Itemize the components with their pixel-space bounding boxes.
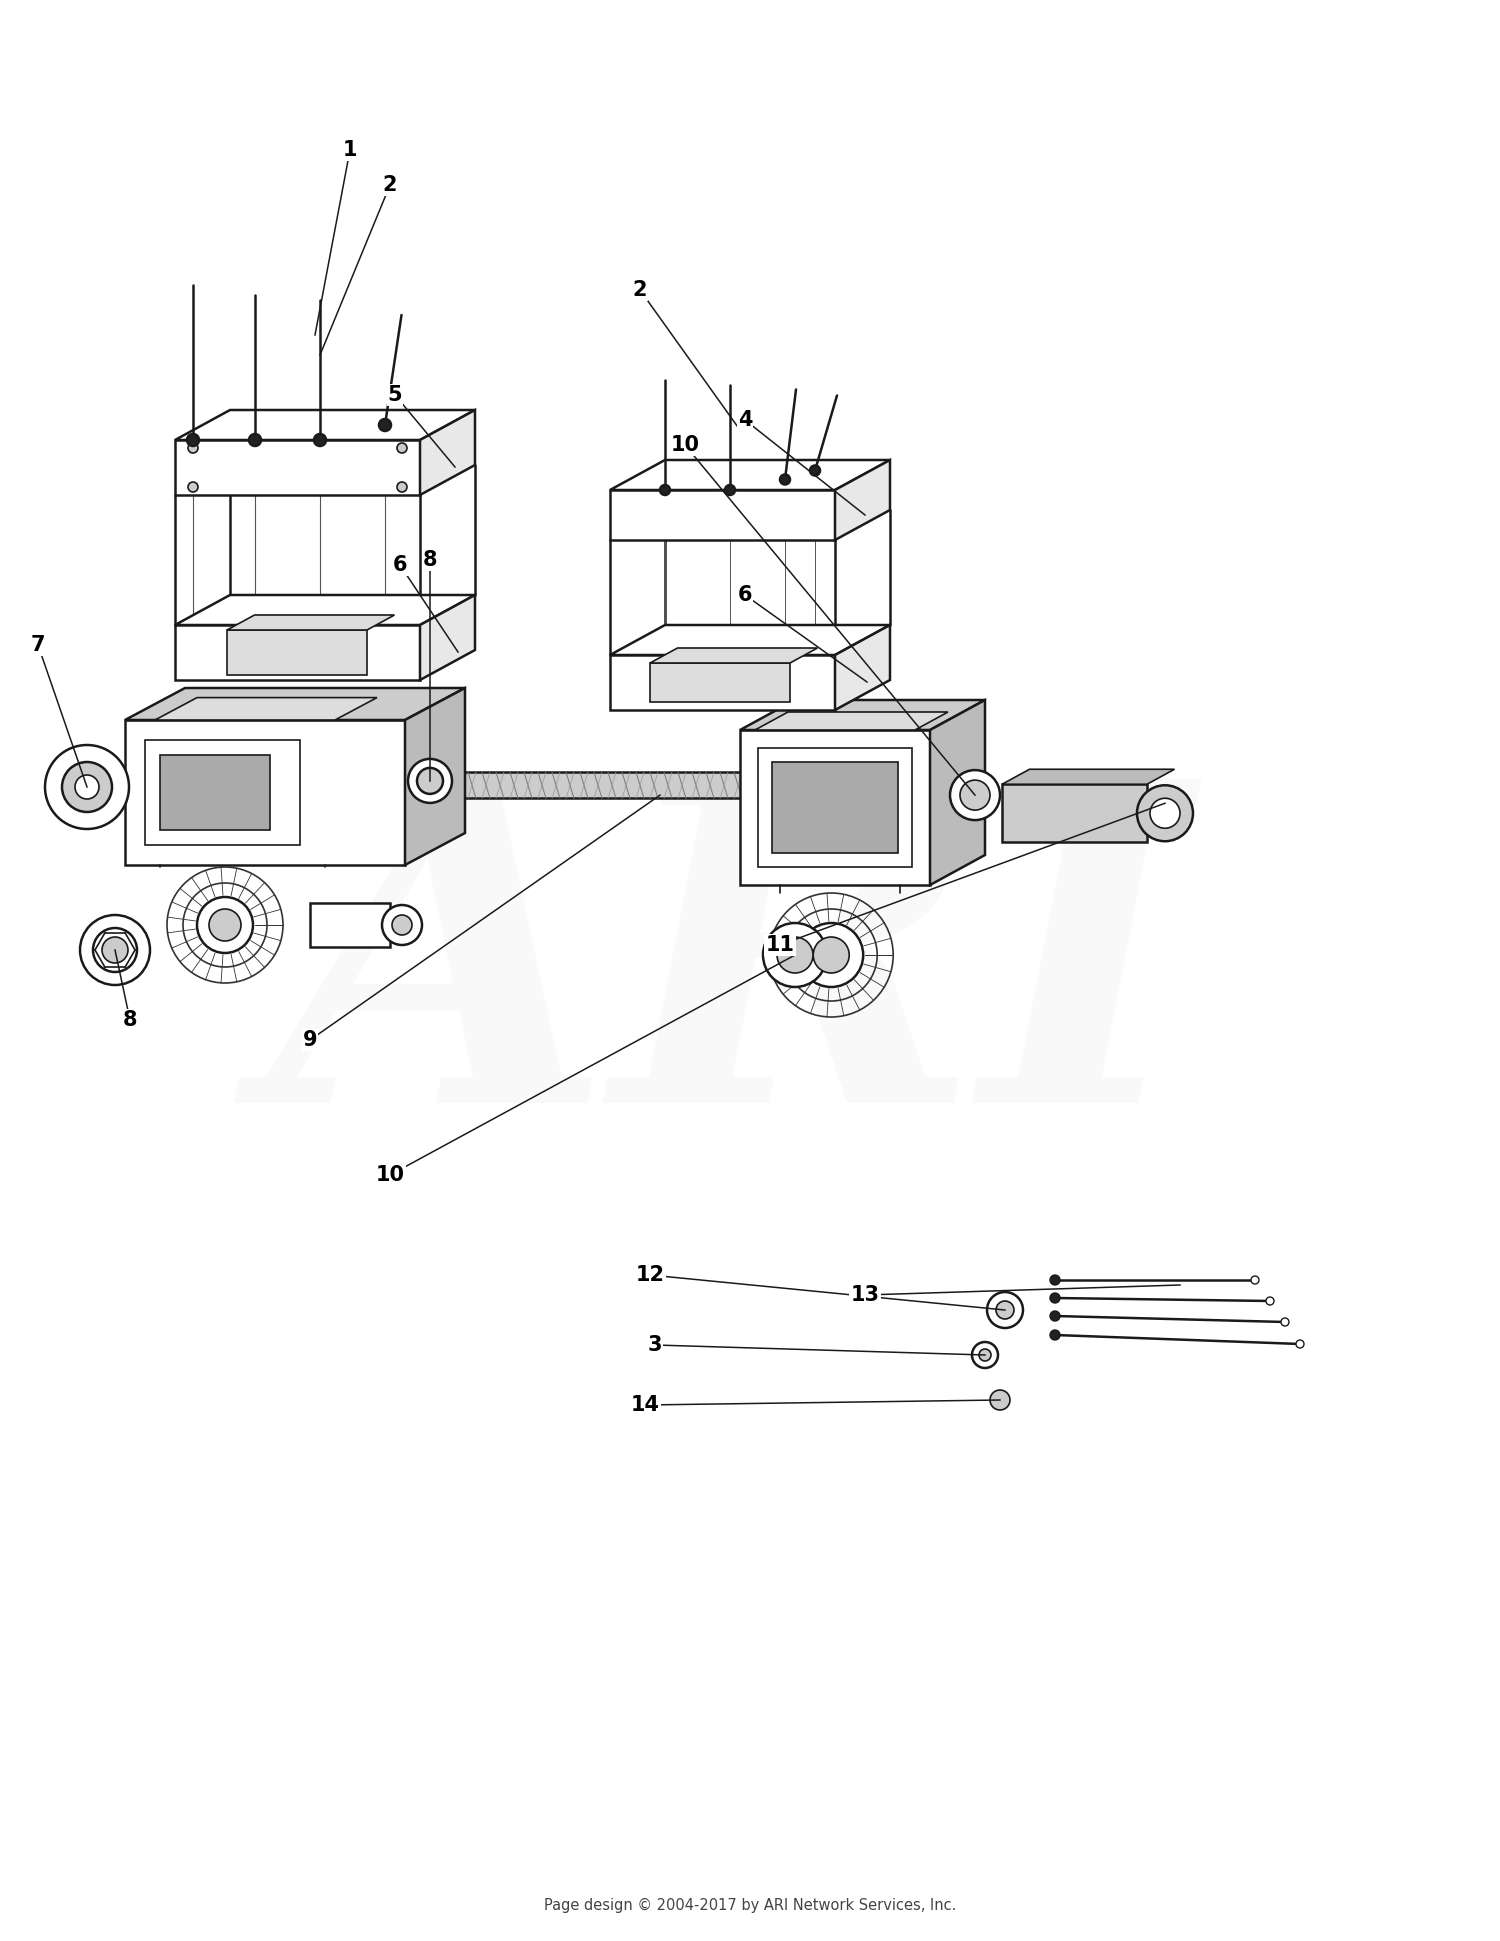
Polygon shape — [124, 720, 405, 866]
Circle shape — [810, 466, 820, 476]
Circle shape — [382, 905, 422, 945]
Polygon shape — [154, 697, 376, 720]
Polygon shape — [610, 460, 890, 489]
Polygon shape — [176, 596, 476, 625]
Bar — [226, 631, 368, 675]
Bar — [650, 664, 790, 703]
Text: 4: 4 — [738, 410, 752, 431]
Bar — [310, 903, 390, 947]
Text: 6: 6 — [738, 584, 752, 606]
Circle shape — [996, 1300, 1014, 1320]
Circle shape — [188, 481, 198, 491]
Text: 13: 13 — [850, 1285, 879, 1304]
Circle shape — [188, 435, 200, 446]
Circle shape — [398, 443, 406, 452]
Text: 8: 8 — [123, 1009, 138, 1031]
Bar — [758, 747, 912, 868]
Circle shape — [1281, 1318, 1288, 1326]
Circle shape — [990, 1390, 1010, 1409]
Circle shape — [188, 443, 198, 452]
Circle shape — [960, 780, 990, 809]
Polygon shape — [124, 687, 465, 720]
Text: 9: 9 — [303, 1031, 318, 1050]
Circle shape — [1266, 1297, 1274, 1304]
Polygon shape — [420, 410, 476, 495]
Circle shape — [777, 938, 813, 972]
Polygon shape — [754, 712, 948, 730]
Polygon shape — [740, 701, 986, 730]
Circle shape — [800, 924, 862, 988]
Polygon shape — [610, 489, 836, 540]
Text: 11: 11 — [765, 936, 795, 955]
Circle shape — [1050, 1293, 1060, 1302]
Text: 2: 2 — [633, 280, 648, 301]
Circle shape — [950, 771, 1000, 821]
Circle shape — [75, 774, 99, 800]
Text: 1: 1 — [342, 140, 357, 159]
Circle shape — [1050, 1310, 1060, 1322]
Circle shape — [314, 435, 326, 446]
Circle shape — [392, 914, 412, 936]
Circle shape — [780, 474, 790, 485]
Circle shape — [398, 481, 406, 491]
Polygon shape — [420, 596, 476, 679]
Bar — [772, 763, 898, 852]
Circle shape — [987, 1293, 1023, 1328]
Text: 10: 10 — [670, 435, 699, 454]
Text: 2: 2 — [382, 175, 398, 194]
Text: 12: 12 — [636, 1266, 664, 1285]
Text: ARI: ARI — [268, 765, 1191, 1196]
Circle shape — [1296, 1339, 1304, 1347]
Circle shape — [1050, 1275, 1060, 1285]
Circle shape — [209, 908, 242, 941]
Polygon shape — [836, 625, 890, 710]
Circle shape — [196, 897, 254, 953]
Bar — [146, 740, 300, 844]
Polygon shape — [610, 625, 890, 654]
Text: 6: 6 — [393, 555, 406, 575]
Circle shape — [980, 1349, 992, 1361]
Polygon shape — [610, 654, 836, 710]
Circle shape — [93, 928, 136, 972]
Circle shape — [408, 759, 452, 804]
Polygon shape — [176, 410, 476, 441]
Polygon shape — [226, 615, 394, 631]
Circle shape — [80, 914, 150, 984]
Circle shape — [1137, 786, 1192, 840]
Polygon shape — [836, 460, 890, 540]
Circle shape — [660, 485, 670, 495]
Text: 7: 7 — [30, 635, 45, 654]
Circle shape — [249, 435, 261, 446]
Polygon shape — [176, 441, 420, 495]
Text: Page design © 2004-2017 by ARI Network Services, Inc.: Page design © 2004-2017 by ARI Network S… — [544, 1898, 956, 1912]
Circle shape — [380, 419, 392, 431]
Bar — [460, 773, 934, 798]
Circle shape — [1150, 798, 1180, 829]
Bar — [1002, 784, 1148, 842]
Circle shape — [1050, 1330, 1060, 1339]
Circle shape — [45, 745, 129, 829]
Text: 3: 3 — [648, 1335, 663, 1355]
Circle shape — [972, 1341, 998, 1368]
Text: 5: 5 — [387, 384, 402, 406]
Polygon shape — [405, 687, 465, 866]
Circle shape — [62, 763, 112, 811]
Bar — [160, 755, 270, 831]
Circle shape — [764, 924, 826, 988]
Polygon shape — [1002, 769, 1174, 784]
Text: 8: 8 — [423, 549, 438, 571]
Text: 10: 10 — [375, 1165, 405, 1186]
Polygon shape — [740, 730, 930, 885]
Polygon shape — [650, 648, 818, 664]
Circle shape — [1251, 1275, 1258, 1285]
Text: 14: 14 — [630, 1396, 660, 1415]
Circle shape — [813, 938, 849, 972]
Polygon shape — [930, 701, 986, 885]
Circle shape — [724, 485, 735, 495]
Circle shape — [102, 938, 128, 963]
Polygon shape — [176, 625, 420, 679]
Circle shape — [417, 769, 442, 794]
